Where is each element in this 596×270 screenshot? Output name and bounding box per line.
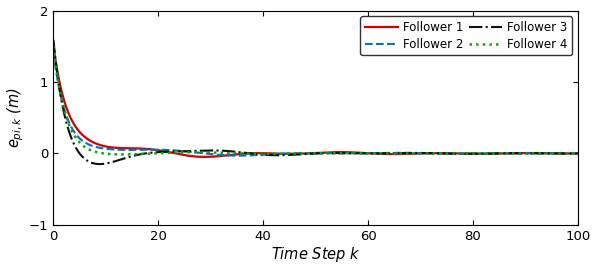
Follower 3 xyxy=(574,152,581,155)
Follower 1 xyxy=(411,152,418,155)
Follower 2 xyxy=(468,152,476,155)
Follower 3 xyxy=(96,163,103,166)
Follower 4 xyxy=(460,152,467,155)
Follower 1 xyxy=(460,152,467,155)
Follower 1 xyxy=(262,152,269,155)
Legend: Follower 1, Follower 2, Follower 3, Follower 4: Follower 1, Follower 2, Follower 3, Foll… xyxy=(360,16,572,55)
Follower 4 xyxy=(574,152,581,155)
Follower 1 xyxy=(574,152,581,155)
Follower 2 xyxy=(281,152,288,155)
Follower 4 xyxy=(468,152,476,155)
Y-axis label: $e_{pi,k}$ (m): $e_{pi,k}$ (m) xyxy=(5,87,26,148)
Line: Follower 4: Follower 4 xyxy=(54,46,578,154)
X-axis label: Time Step $k$: Time Step $k$ xyxy=(271,245,361,264)
Follower 1 xyxy=(281,152,288,155)
Follower 4 xyxy=(103,152,110,156)
Follower 4 xyxy=(119,153,126,156)
Follower 3 xyxy=(262,153,269,157)
Follower 2 xyxy=(574,152,581,155)
Follower 4 xyxy=(50,45,57,48)
Follower 3 xyxy=(460,152,467,155)
Follower 3 xyxy=(104,162,111,165)
Follower 1 xyxy=(468,152,476,155)
Follower 2 xyxy=(235,154,243,157)
Line: Follower 3: Follower 3 xyxy=(54,40,578,164)
Line: Follower 2: Follower 2 xyxy=(54,52,578,156)
Follower 4 xyxy=(262,152,269,156)
Follower 4 xyxy=(411,152,418,155)
Follower 2 xyxy=(460,152,467,155)
Follower 2 xyxy=(103,147,110,151)
Follower 2 xyxy=(50,50,57,53)
Follower 3 xyxy=(50,38,57,41)
Follower 1 xyxy=(50,44,57,48)
Follower 3 xyxy=(411,151,418,154)
Follower 1 xyxy=(201,155,208,158)
Follower 2 xyxy=(411,151,418,155)
Follower 3 xyxy=(281,154,288,157)
Line: Follower 1: Follower 1 xyxy=(54,46,578,157)
Follower 4 xyxy=(281,152,288,156)
Follower 3 xyxy=(468,152,476,155)
Follower 2 xyxy=(262,153,269,156)
Follower 1 xyxy=(103,145,110,148)
